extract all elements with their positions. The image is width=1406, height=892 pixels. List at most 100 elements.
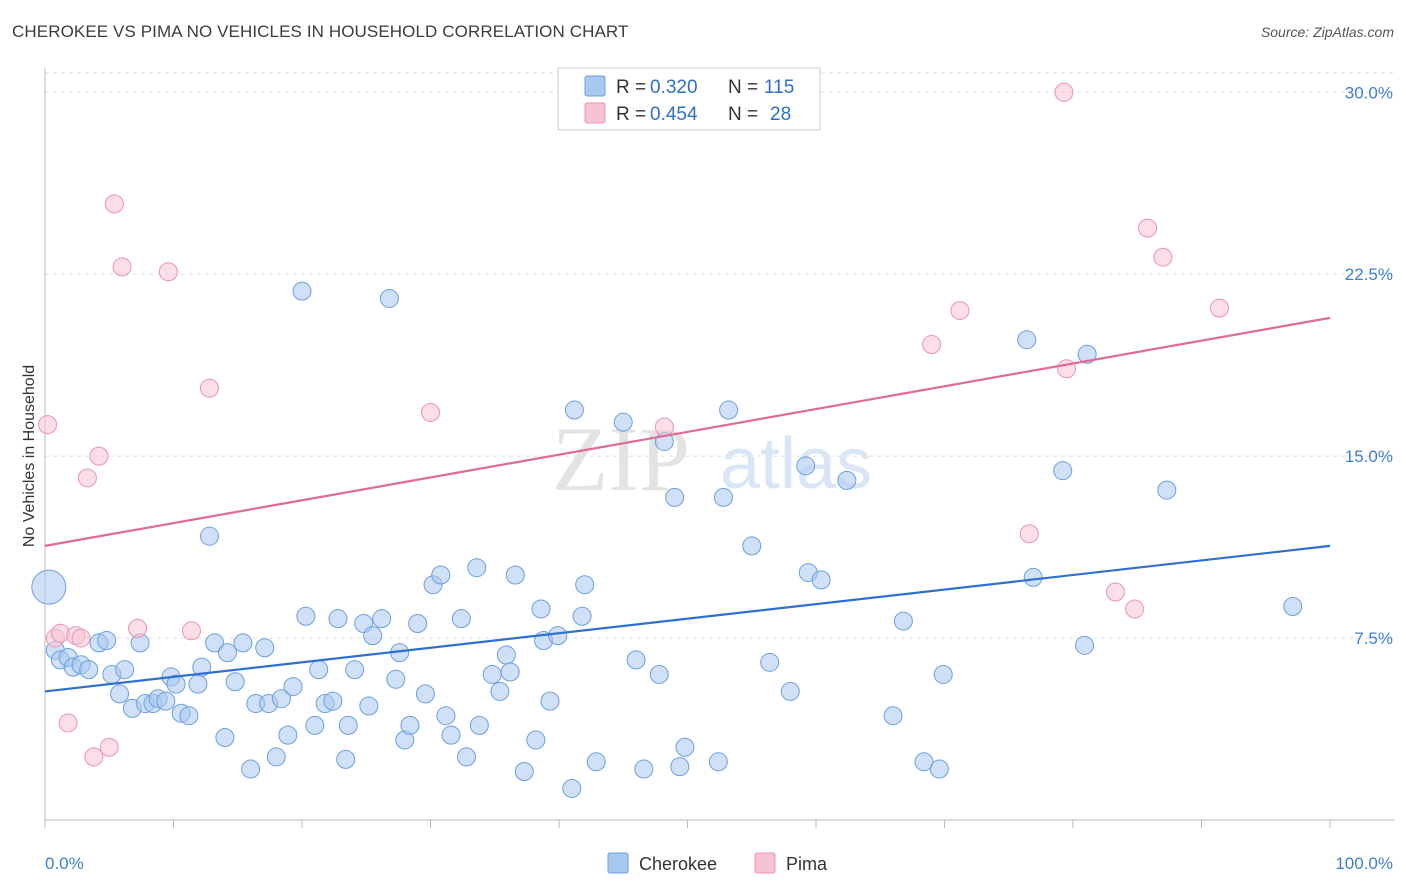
cherokee-point xyxy=(1023,567,1043,587)
cherokee-point xyxy=(292,281,312,301)
cherokee-point xyxy=(482,664,502,684)
pima-point xyxy=(1209,298,1229,318)
cherokee-point xyxy=(199,526,219,546)
cherokee-point xyxy=(372,609,392,629)
cherokee-point xyxy=(192,657,212,677)
cherokee-point xyxy=(564,400,584,420)
cherokee-point xyxy=(933,664,953,684)
cherokee-point xyxy=(97,630,117,650)
bottom-legend-swatch-pima xyxy=(754,852,776,874)
cherokee-point xyxy=(719,400,739,420)
x-tick-label: 0.0% xyxy=(45,854,84,873)
cherokee-point xyxy=(431,565,451,585)
pima-point xyxy=(158,262,178,282)
cherokee-point xyxy=(1157,480,1177,500)
pima-point xyxy=(1138,218,1158,238)
legend-swatch-cherokee xyxy=(584,75,606,97)
pima-point xyxy=(1054,82,1074,102)
y-axis-label: No Vehicles in Household xyxy=(21,365,38,547)
pima-point xyxy=(71,628,91,648)
series-pima xyxy=(38,82,1229,767)
pima-point xyxy=(654,417,674,437)
cherokee-point xyxy=(296,606,316,626)
pima-point xyxy=(199,378,219,398)
pima-point xyxy=(1153,247,1173,267)
cherokee-point xyxy=(110,684,130,704)
cherokee-point xyxy=(526,730,546,750)
cherokee-point xyxy=(156,691,176,711)
cherokee-point xyxy=(266,747,286,767)
cherokee-point xyxy=(278,725,298,745)
cherokee-point xyxy=(166,674,186,694)
cherokee-point xyxy=(215,728,235,748)
cherokee-point xyxy=(575,575,595,595)
cherokee-point xyxy=(708,752,728,772)
legend-n-value: 28 xyxy=(770,104,791,125)
pima-point xyxy=(128,618,148,638)
cherokee-point xyxy=(500,662,520,682)
y-tick-label: 7.5% xyxy=(1354,629,1393,648)
pima-point xyxy=(89,446,109,466)
cherokee-point xyxy=(811,570,831,590)
cherokee-point xyxy=(586,752,606,772)
pima-point xyxy=(84,747,104,767)
cherokee-point xyxy=(634,759,654,779)
cherokee-point xyxy=(188,674,208,694)
cherokee-point xyxy=(379,288,399,308)
cherokee-point xyxy=(225,672,245,692)
cherokee-trend-line xyxy=(44,544,1331,693)
pima-point xyxy=(99,737,119,757)
cherokee-point xyxy=(713,487,733,507)
cherokee-point xyxy=(505,565,525,585)
chart-title: CHEROKEE VS PIMA NO VEHICLES IN HOUSEHOL… xyxy=(12,22,629,41)
cherokee-point xyxy=(1075,635,1095,655)
cherokee-point xyxy=(241,759,261,779)
cherokee-point xyxy=(305,715,325,735)
pima-point xyxy=(421,402,440,422)
bottom-legend-swatch-cherokee xyxy=(607,852,629,874)
cherokee-point xyxy=(436,706,456,726)
cherokee-point xyxy=(233,633,253,653)
trend-lines xyxy=(44,316,1331,693)
cherokee-point xyxy=(670,757,690,777)
legend-r-value: 0.320 xyxy=(650,77,698,98)
cherokee-point xyxy=(31,569,67,605)
pima-point xyxy=(1125,599,1145,619)
cherokee-point xyxy=(929,759,949,779)
cherokee-point xyxy=(613,412,633,432)
pima-point xyxy=(922,335,942,355)
watermark: ZIP atlas xyxy=(552,408,872,510)
cherokee-point xyxy=(408,614,428,634)
x-tick-labels: 0.0% 100.0% xyxy=(45,854,1393,873)
cherokee-point xyxy=(115,660,135,680)
cherokee-point xyxy=(323,691,343,711)
cherokee-point xyxy=(255,638,275,658)
cherokee-point xyxy=(328,609,348,629)
cherokee-point xyxy=(531,599,551,619)
y-tick-labels: 7.5% 15.0% 22.5% 30.0% xyxy=(1345,83,1393,648)
watermark-atlas: atlas xyxy=(720,424,872,504)
pima-trend-line xyxy=(44,316,1331,547)
axes xyxy=(44,68,1395,828)
cherokee-point xyxy=(1053,461,1073,481)
cherokee-point xyxy=(205,633,225,653)
cherokee-point xyxy=(359,696,379,716)
source-label: Source: ZipAtlas.com xyxy=(1260,24,1394,40)
pima-point xyxy=(1105,582,1125,602)
cherokee-point xyxy=(540,691,560,711)
cherokee-point xyxy=(469,715,489,735)
legend-n-value: 115 xyxy=(764,77,794,98)
legend-swatch-pima xyxy=(584,102,606,124)
y-tick-label: 15.0% xyxy=(1345,447,1393,466)
legend-r-value: 0.454 xyxy=(650,104,698,125)
cherokee-point xyxy=(79,660,99,680)
cherokee-point xyxy=(1283,597,1303,617)
cherokee-point xyxy=(345,660,365,680)
pima-point xyxy=(950,301,970,321)
cherokee-point xyxy=(467,558,487,578)
legend-n-label: N = xyxy=(728,77,758,98)
pima-point xyxy=(112,257,132,277)
cherokee-point xyxy=(572,606,592,626)
cherokee-point xyxy=(562,778,582,798)
